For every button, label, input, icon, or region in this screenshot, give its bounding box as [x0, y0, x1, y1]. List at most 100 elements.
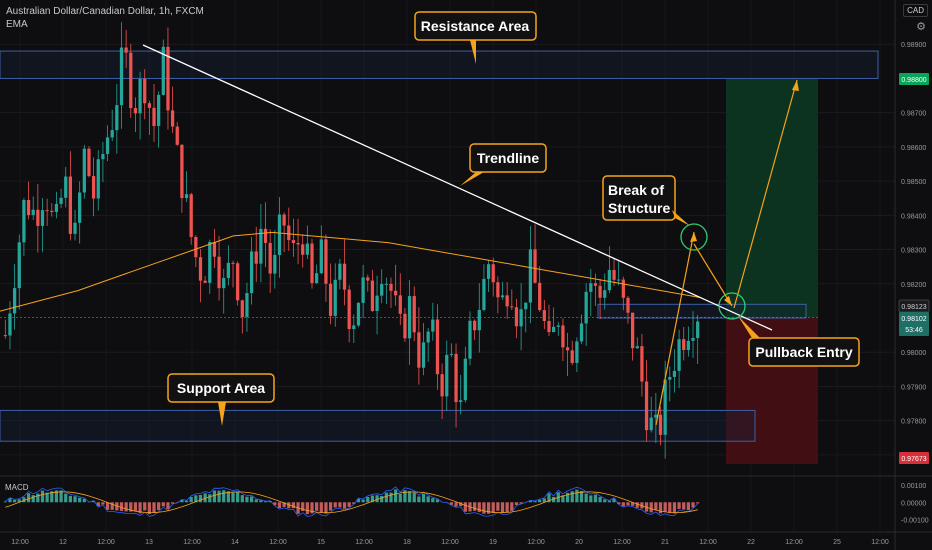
trendline[interactable]: [142, 44, 773, 331]
macd-bar: [449, 502, 454, 505]
macd-bar: [166, 502, 170, 509]
macd-bar: [617, 502, 621, 505]
macd-bar: [654, 502, 658, 511]
macd-bar: [598, 497, 602, 503]
candle: [161, 39, 165, 96]
candle: [296, 218, 300, 265]
ema-indicator-label[interactable]: EMA: [6, 19, 28, 30]
target-badge: 0.98800: [899, 73, 929, 85]
macd-bar: [398, 493, 402, 503]
candle: [119, 22, 124, 129]
candle: [291, 218, 296, 257]
candle: [468, 311, 472, 366]
macd-bar: [463, 502, 467, 512]
macd-bar: [143, 502, 147, 511]
gear-icon[interactable]: ⚙: [916, 21, 926, 33]
candle: [514, 298, 519, 339]
candle: [31, 196, 35, 220]
x-tick-label: 12:00: [97, 539, 115, 546]
support-callout[interactable]: Support Area: [167, 373, 275, 426]
macd-bar: [129, 502, 133, 512]
y-tick-label: 0.98200: [901, 282, 926, 289]
macd-bar: [217, 490, 221, 503]
candle: [403, 308, 407, 342]
last-price-badge: 0.98123: [898, 299, 930, 313]
candle: [463, 346, 467, 403]
trendline-label: Trendline: [477, 150, 539, 166]
candle: [40, 197, 45, 253]
macd-bar: [542, 498, 546, 503]
macd-bar: [519, 502, 523, 504]
candles: [3, 22, 700, 459]
macd-bar: [245, 496, 249, 503]
macd-bar: [226, 491, 230, 503]
macd-bar: [635, 502, 639, 508]
candle: [222, 268, 226, 314]
macd-bar: [570, 491, 574, 503]
macd-bar: [579, 491, 584, 503]
macd-bar: [668, 502, 672, 514]
candle: [459, 374, 463, 415]
y-tick-label: 0.97800: [901, 419, 926, 426]
candle: [263, 202, 268, 268]
candle: [691, 311, 695, 358]
macd-bar: [691, 502, 695, 508]
ema-line: [0, 231, 701, 312]
candle: [203, 276, 207, 283]
candle: [217, 235, 221, 301]
stop-badge-label: 0.97673: [901, 456, 926, 463]
candle: [189, 192, 193, 245]
candle: [22, 197, 26, 256]
candle: [301, 234, 305, 268]
candle: [333, 263, 337, 327]
macd-tick-label: 0.00000: [901, 500, 926, 507]
time-axis[interactable]: 12:00 12 12:00 13 12:00 14 12:00 15 12:00 18 12:00…: [11, 539, 889, 546]
macd-bar: [254, 499, 258, 503]
x-tick-label: 22: [747, 539, 755, 546]
candle: [101, 141, 105, 183]
currency-badge[interactable]: CAD: [903, 4, 928, 17]
x-tick-label: 12:00: [269, 539, 287, 546]
candle: [538, 265, 542, 312]
macd-bar: [565, 492, 570, 503]
break-callout[interactable]: Break of Structure: [602, 175, 690, 226]
candle: [50, 203, 54, 217]
target-arrow-head: [792, 80, 799, 91]
macd-bar: [231, 492, 235, 503]
candle: [54, 191, 59, 219]
resistance-callout[interactable]: Resistance Area: [414, 11, 537, 64]
macd-bar: [96, 502, 100, 507]
candle: [454, 343, 458, 428]
break-circle: [680, 223, 708, 251]
symbol-title[interactable]: Australian Dollar/Canadian Dollar, 1h, F…: [6, 6, 204, 17]
candle: [184, 171, 189, 203]
candle: [421, 323, 426, 376]
macd-bar: [3, 501, 7, 503]
candle: [426, 327, 430, 362]
macd-bar: [161, 502, 165, 507]
macd-bar: [31, 495, 35, 503]
candle: [87, 146, 91, 178]
macd-bar: [133, 502, 138, 512]
macd-bar: [82, 498, 86, 503]
entry-zone: [597, 303, 807, 319]
candle: [273, 229, 277, 289]
macd-bar: [73, 496, 77, 503]
x-tick-label: 15: [317, 539, 325, 546]
candle: [417, 307, 421, 385]
macd-bar: [105, 502, 110, 510]
candle: [389, 277, 393, 308]
macd-bar: [249, 496, 254, 503]
candle: [630, 312, 635, 361]
macd-bar: [287, 502, 291, 509]
y-tick-label: 0.98600: [901, 145, 926, 152]
macd-bar: [533, 501, 537, 503]
trendline-callout[interactable]: Trendline: [460, 143, 547, 186]
macd-bar: [328, 502, 333, 511]
x-tick-label: 12:00: [527, 539, 545, 546]
y-tick-label: 0.98700: [901, 111, 926, 118]
macd-bar: [268, 501, 272, 503]
macd-bar: [291, 502, 296, 509]
pullback-callout[interactable]: Pullback Entry: [738, 316, 860, 367]
